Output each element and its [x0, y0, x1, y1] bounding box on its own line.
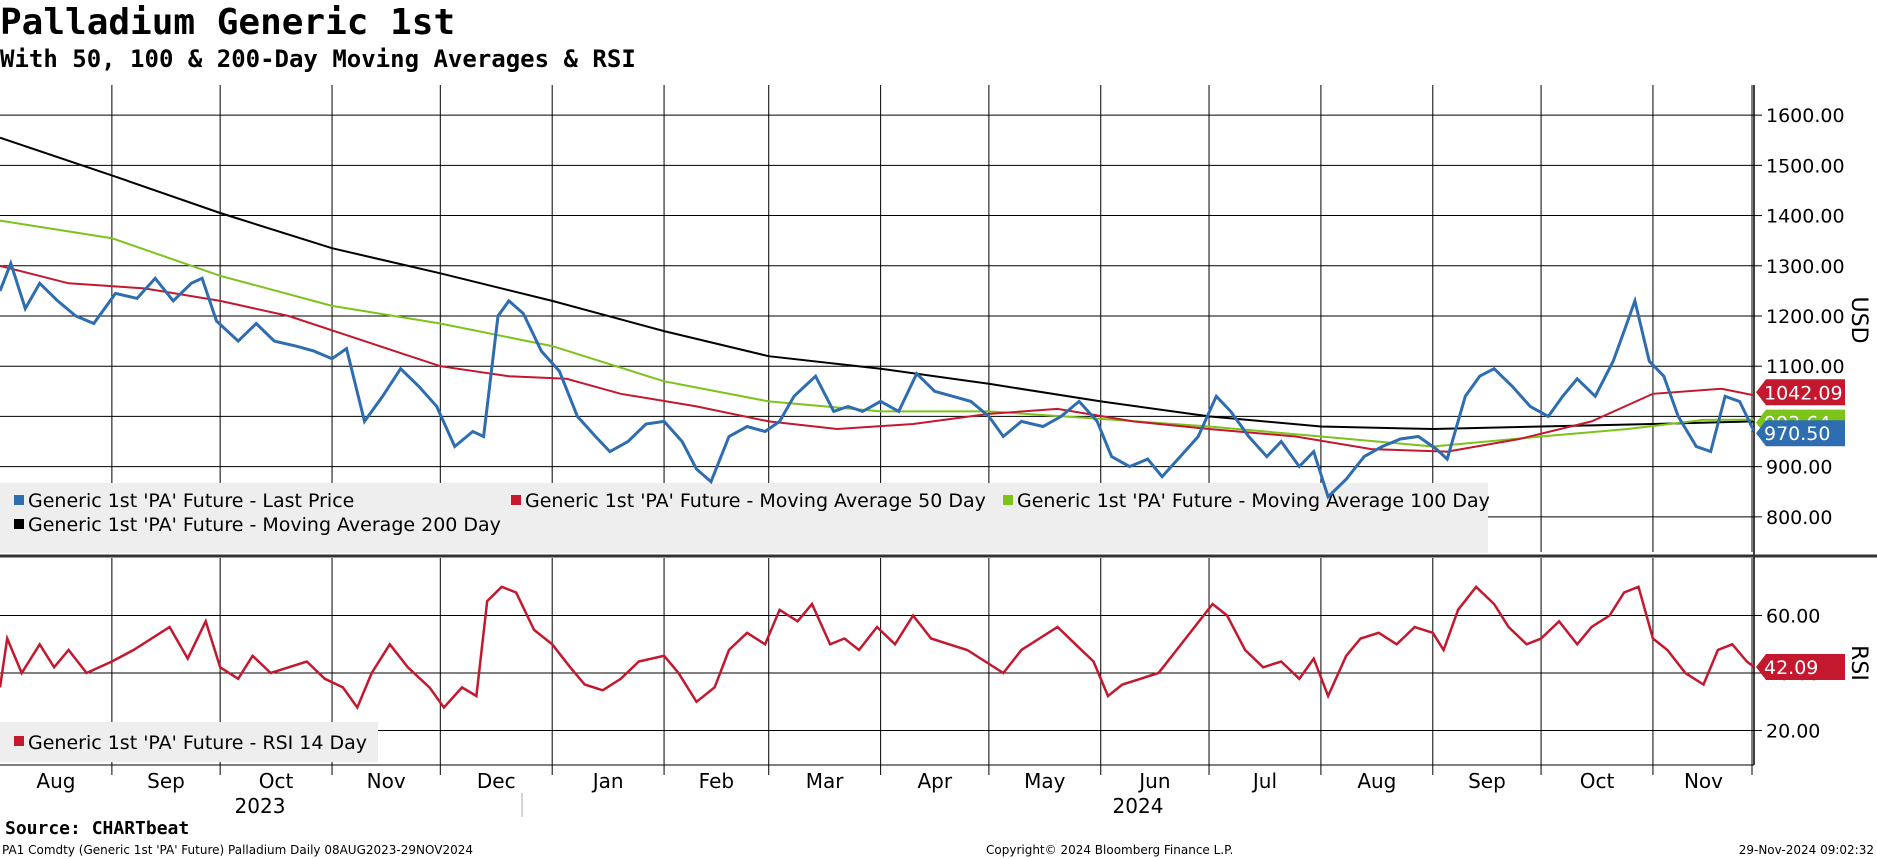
footer-timestamp: 29-Nov-2024 09:02:32	[1738, 843, 1874, 857]
price-tick-label: 1400.00	[1766, 206, 1845, 228]
x-month-label: Nov	[1684, 769, 1723, 793]
series-line-3	[0, 136, 1754, 431]
x-year-label: 2023	[235, 794, 286, 818]
chart-title: Palladium Generic 1st	[0, 2, 456, 43]
legend-swatch	[511, 495, 521, 505]
legend-label: Generic 1st 'PA' Future - RSI 14 Day	[28, 732, 367, 754]
x-month-label: Dec	[477, 769, 516, 793]
price-tick-label: 800.00	[1766, 507, 1832, 529]
rsi-legend: Generic 1st 'PA' Future - RSI 14 Day	[0, 722, 378, 762]
price-tick-label: 1600.00	[1766, 105, 1845, 127]
rsi-value-tag: 42.09	[1756, 653, 1845, 680]
x-month-label: Sep	[1468, 769, 1506, 793]
value-tag-text: 42.09	[1764, 657, 1818, 679]
chart-subtitle: With 50, 100 & 200-Day Moving Averages &…	[0, 45, 636, 73]
legend-label: Generic 1st 'PA' Future - Last Price	[28, 490, 354, 512]
x-axis-months: Aug Sep Oct Nov Dec Jan Feb Mar Apr May Jun Jul Aug S…	[36, 769, 1723, 793]
value-tag-shape	[1756, 379, 1845, 406]
x-month-label: Jan	[591, 769, 624, 793]
series-line-1	[0, 264, 1754, 453]
footer-copyright: Copyright© 2024 Bloomberg Finance L.P.	[986, 843, 1234, 857]
legend-swatch	[14, 519, 24, 529]
x-month-label: Oct	[259, 769, 294, 793]
rsi-line	[0, 584, 1755, 711]
x-month-label: Aug	[36, 769, 75, 793]
price-y-axis: 800.00900.001000.001100.001200.001300.00…	[1754, 105, 1845, 529]
x-month-label: Apr	[917, 769, 952, 793]
legend-swatch	[14, 495, 24, 505]
price-tick-label: 900.00	[1766, 457, 1832, 479]
x-axis-years: 2023 2024	[235, 793, 1164, 818]
x-month-label: May	[1024, 769, 1066, 793]
legend-background	[0, 722, 378, 762]
x-month-label: Oct	[1580, 769, 1615, 793]
x-month-label: Sep	[147, 769, 185, 793]
legend-swatch	[1003, 495, 1013, 505]
footer-ticker-info: PA1 Comdty (Generic 1st 'PA' Future) Pal…	[2, 843, 473, 857]
x-month-label: Jun	[1137, 769, 1170, 793]
last-price-value-tag: 970.50	[1756, 420, 1845, 447]
series-line-2	[0, 219, 1754, 448]
legend-swatch	[14, 736, 24, 746]
x-month-label: Aug	[1357, 769, 1396, 793]
legend-label: Generic 1st 'PA' Future - Moving Average…	[525, 490, 986, 512]
value-tag-shape	[1756, 653, 1845, 680]
series-line-0	[0, 258, 1754, 500]
price-axis-title: USD	[1846, 296, 1871, 343]
source-label: Source: CHARTbeat	[5, 818, 190, 839]
price-legend: Generic 1st 'PA' Future - Last Price Gene…	[0, 483, 1490, 553]
ma50-value-tag: 1042.09	[1756, 379, 1845, 406]
legend-label: Generic 1st 'PA' Future - Moving Average…	[1017, 490, 1490, 512]
price-tick-label: 1100.00	[1766, 356, 1845, 378]
price-tick-label: 1300.00	[1766, 256, 1845, 278]
x-month-label: Mar	[806, 769, 845, 793]
rsi-axis-title: RSI	[1846, 645, 1871, 681]
price-tick-label: 1500.00	[1766, 155, 1845, 177]
rsi-tick-label: 20.00	[1766, 721, 1820, 743]
x-month-label: Feb	[699, 769, 734, 793]
x-month-label: Jul	[1251, 769, 1277, 793]
value-tag-text: 970.50	[1764, 423, 1830, 445]
legend-label: Generic 1st 'PA' Future - Moving Average…	[28, 514, 501, 536]
value-tag-text: 1042.09	[1764, 382, 1843, 404]
rsi-tick-label: 60.00	[1766, 606, 1820, 628]
price-tick-label: 1200.00	[1766, 306, 1845, 328]
value-tag-shape	[1756, 420, 1845, 447]
x-year-label: 2024	[1113, 794, 1164, 818]
gridlines	[0, 85, 1754, 775]
x-month-label: Nov	[367, 769, 406, 793]
legend-background	[0, 483, 1488, 553]
